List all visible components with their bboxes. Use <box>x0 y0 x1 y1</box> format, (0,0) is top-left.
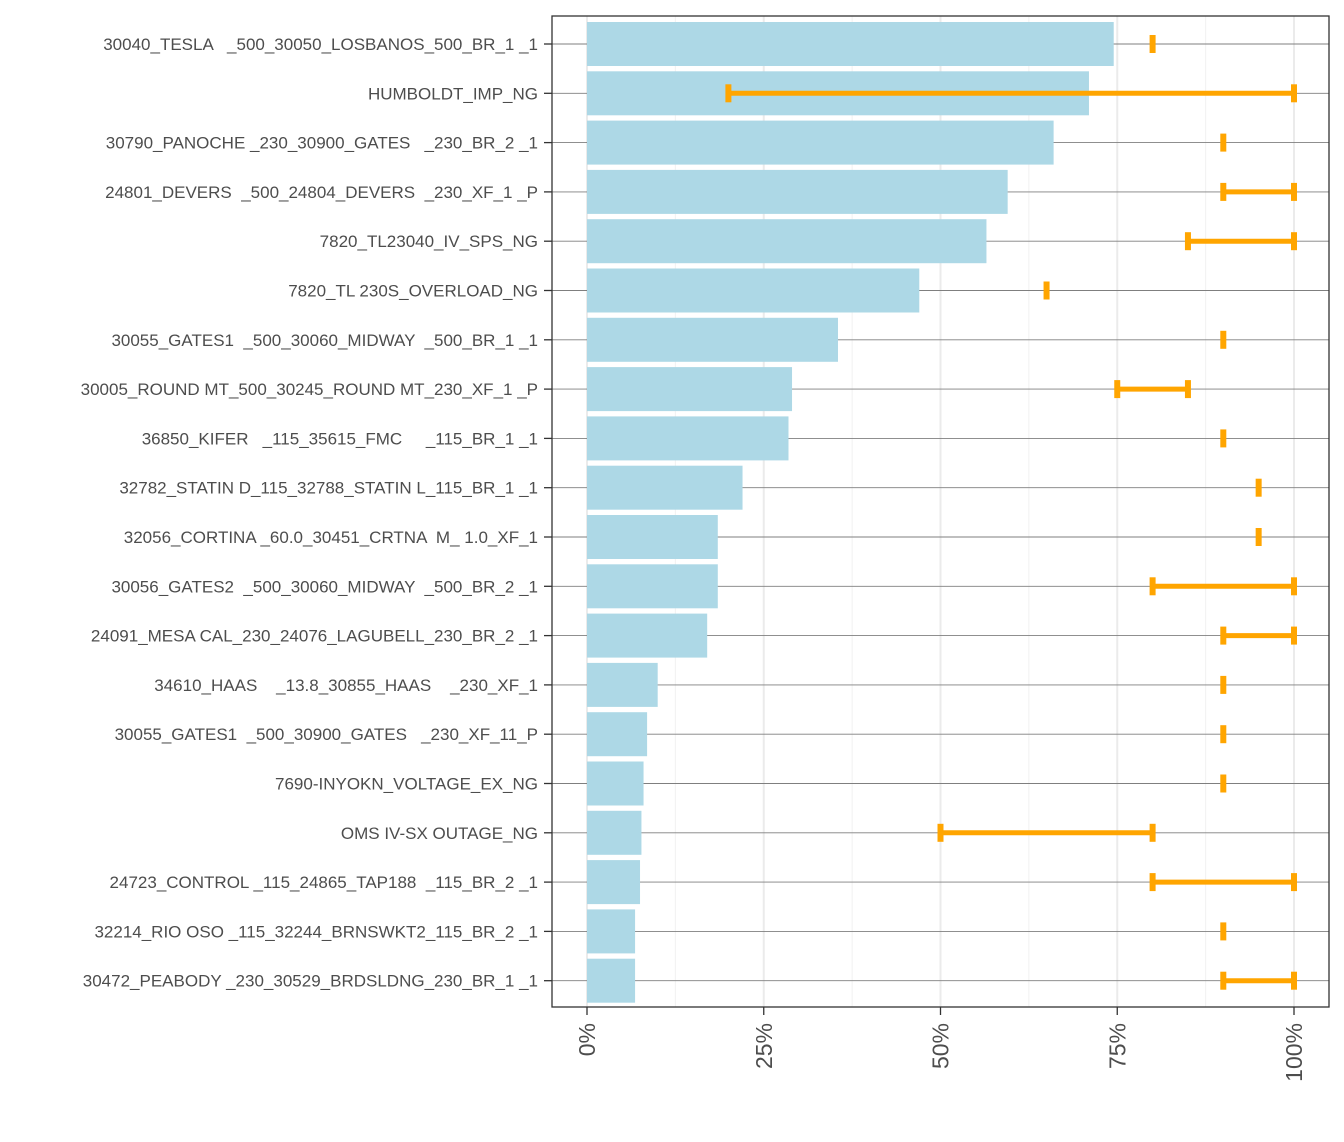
y-tick-label: 32782_STATIN D_115_32788_STATIN L_115_BR… <box>119 479 538 498</box>
range-cap-high <box>1291 182 1297 201</box>
range-cap-low <box>1220 626 1227 645</box>
range-cap-low <box>1149 873 1156 892</box>
x-tick-label: 75% <box>1104 1023 1130 1069</box>
range-cap-low <box>937 823 944 842</box>
range-cap-low <box>1220 133 1227 152</box>
bars <box>587 22 1114 1003</box>
bar <box>587 120 1054 165</box>
bar <box>587 860 641 905</box>
bar <box>587 662 658 707</box>
range-markers <box>725 35 1297 990</box>
x-tick-label: 50% <box>928 1023 954 1069</box>
range-cap-high <box>1291 873 1297 892</box>
bar <box>587 761 644 806</box>
y-tick-label: 24801_DEVERS _500_24804_DEVERS _230_XF_1… <box>105 183 538 202</box>
y-tick-label: 7820_TL23040_IV_SPS_NG <box>320 232 538 251</box>
x-tick-label: 100% <box>1281 1023 1307 1082</box>
bar <box>587 169 1008 214</box>
range-cap-low <box>1149 35 1156 53</box>
y-tick-label: 30040_TESLA _500_30050_LOSBANOS_500_BR_1… <box>103 35 538 54</box>
range-cap-high <box>1291 626 1297 645</box>
y-tick-label: 30005_ROUND MT_500_30245_ROUND MT_230_XF… <box>81 380 538 399</box>
bar <box>587 564 718 609</box>
range-cap-low <box>725 84 732 103</box>
range-cap-low <box>1255 478 1262 497</box>
y-tick-label: 32056_CORTINA _60.0_30451_CRTNA M_ 1.0_X… <box>124 528 538 547</box>
x-tick-label: 25% <box>751 1023 777 1069</box>
bar <box>587 465 743 510</box>
range-cap-low <box>1220 675 1227 694</box>
x-axis: 0% 25% 50% 75% 100% <box>574 1007 1307 1082</box>
grid <box>586 16 1295 1007</box>
bar <box>587 958 636 1003</box>
y-tick-label: 24091_MESA CAL_230_24076_LAGUBELL_230_BR… <box>91 627 538 646</box>
bar <box>587 22 1114 66</box>
y-tick-label: 30790_PANOCHE _230_30900_GATES _230_BR_2… <box>106 134 538 153</box>
y-tick-label: 30055_GATES1 _500_30060_MIDWAY _500_BR_1… <box>111 331 538 350</box>
y-tick-label: 34610_HAAS _13.8_30855_HAAS _230_XF_1 <box>154 676 538 695</box>
y-tick-label: 24723_CONTROL _115_24865_TAP188 _115_BR_… <box>110 873 538 892</box>
bar <box>587 613 708 658</box>
range-cap-low <box>1220 182 1227 201</box>
bar <box>587 810 642 855</box>
y-tick-label: 30472_PEABODY _230_30529_BRDSLDNG_230_BR… <box>83 972 538 991</box>
y-tick-label: 32214_RIO OSO _115_32244_BRNSWKT2_115_BR… <box>94 922 538 941</box>
range-cap-low <box>1149 577 1156 596</box>
x-tick-label: 0% <box>574 1023 600 1056</box>
bar <box>587 909 636 954</box>
bar <box>587 515 718 559</box>
y-axis: 30040_TESLA _500_30050_LOSBANOS_500_BR_1… <box>81 35 552 991</box>
range-cap-high <box>1291 84 1297 103</box>
bar <box>587 317 838 362</box>
range-cap-low <box>1184 232 1191 251</box>
range-cap-low <box>1220 330 1227 349</box>
range-cap-low <box>1220 971 1227 990</box>
range-cap-high <box>1291 971 1297 990</box>
y-tick-label: 7820_TL 230S_OVERLOAD_NG <box>288 282 538 301</box>
range-cap-high <box>1184 380 1191 399</box>
bar <box>587 219 987 264</box>
range-cap-low <box>1220 725 1227 744</box>
bar <box>587 416 789 461</box>
y-tick-label: 30055_GATES1 _500_30900_GATES _230_XF_11… <box>115 725 538 744</box>
range-cap-high <box>1291 232 1297 251</box>
range-cap-low <box>1220 429 1227 448</box>
y-tick-label: 7690-INYOKN_VOLTAGE_EX_NG <box>275 775 538 794</box>
bar <box>587 367 793 412</box>
range-cap-high <box>1149 823 1156 842</box>
range-cap-high <box>1291 577 1297 596</box>
bar <box>587 712 648 757</box>
bar <box>587 268 920 313</box>
y-tick-label: 36850_KIFER _115_35615_FMC _115_BR_1 _1 <box>142 429 538 448</box>
y-tick-label: 30056_GATES2 _500_30060_MIDWAY _500_BR_2… <box>111 577 538 596</box>
y-tick-label: OMS IV-SX OUTAGE_NG <box>341 824 538 843</box>
range-cap-low <box>1220 922 1227 941</box>
range-cap-low <box>1255 528 1262 546</box>
range-cap-low <box>1220 774 1227 793</box>
range-cap-low <box>1043 281 1050 300</box>
y-tick-label: HUMBOLDT_IMP_NG <box>368 84 538 103</box>
range-cap-low <box>1114 380 1121 399</box>
